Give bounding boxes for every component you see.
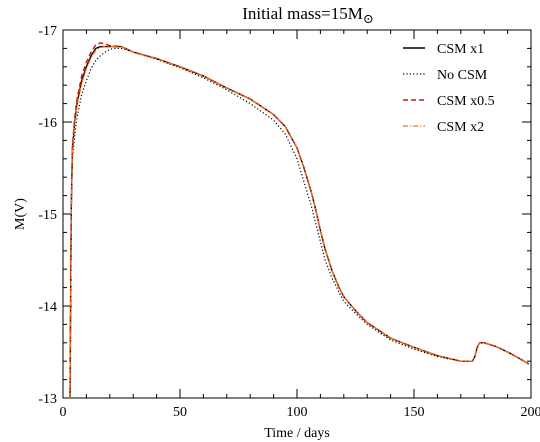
y-tick-label: -13 [38, 392, 57, 407]
y-tick-label: -16 [38, 116, 57, 131]
axis-ticks [62, 29, 532, 399]
legend: CSM x1 No CSM CSM x0.5 CSM x2 [403, 42, 495, 135]
x-tick-label: 150 [404, 405, 425, 420]
series-lines [69, 42, 530, 399]
y-tick-label: -14 [38, 300, 57, 315]
chart-title: Initial mass=15M⊙ [242, 4, 373, 26]
y-tick-label: -17 [38, 24, 57, 39]
sun-symbol: ⊙ [363, 11, 374, 26]
axis-tick-labels: 0 50 100 150 200 -17 -16 -15 -14 -13 [38, 24, 540, 420]
x-axis-label: Time / days [264, 426, 330, 441]
y-axis-label: M(V) [13, 198, 28, 230]
legend-label: CSM x1 [437, 42, 484, 57]
legend-label: CSM x0.5 [437, 94, 495, 109]
x-tick-label: 0 [60, 405, 67, 420]
plot-frame [62, 29, 532, 399]
y-tick-label: -15 [38, 208, 57, 223]
x-tick-label: 200 [521, 405, 540, 420]
legend-label: CSM x2 [437, 120, 484, 135]
x-tick-label: 100 [287, 405, 308, 420]
series-line-4 [69, 45, 530, 399]
x-tick-label: 50 [173, 405, 187, 420]
legend-label: No CSM [437, 68, 488, 83]
